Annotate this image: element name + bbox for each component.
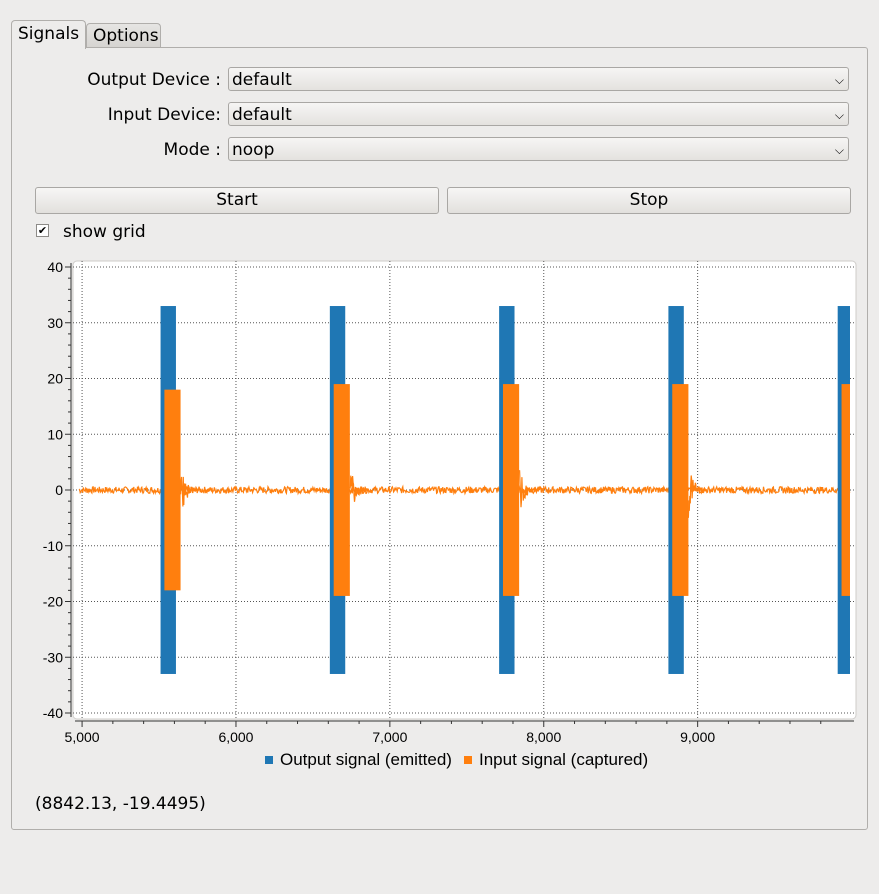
input-device-label: Input Device: [107,105,221,125]
input-device-select[interactable]: default ⌵ [228,102,849,126]
chevron-down-icon: ⌵ [834,73,844,87]
x-tick-label: 9,000 [680,729,715,745]
input-signal-baseline [78,484,851,496]
mode-select[interactable]: noop ⌵ [228,137,849,161]
output-device-label: Output Device : [87,70,221,90]
output-device-value: default [232,70,292,90]
input-signal-burst [841,384,850,596]
x-tick-label: 7,000 [372,729,407,745]
checkmark-icon: ✔ [37,224,48,237]
x-tick-label: 8,000 [526,729,561,745]
input-signal-ringing [349,475,369,502]
start-button[interactable]: Start [35,187,439,214]
show-grid-label: show grid [63,222,146,242]
legend-swatch [464,756,472,764]
y-tick-label: -30 [43,649,63,665]
input-signal-burst [333,384,350,596]
y-tick-label: 20 [47,371,63,387]
legend-swatch [265,756,273,764]
input-signal-ringing [180,476,200,507]
mode-row: Mode : noop ⌵ [12,137,867,163]
chevron-down-icon: ⌵ [834,108,844,122]
y-tick-label: -20 [43,594,63,610]
output-device-select[interactable]: default ⌵ [228,67,849,91]
input-device-value: default [232,105,292,125]
y-tick-label: -10 [43,538,63,554]
cursor-coordinates: (8842.13, -19.4495) [35,794,206,814]
stop-button[interactable]: Stop [447,187,851,214]
y-tick-label: 10 [47,426,63,442]
signals-panel: Output Device : default ⌵ Input Device: … [11,47,868,830]
y-tick-label: -40 [43,705,63,721]
tab-options[interactable]: Options [86,23,161,48]
input-signal-burst [672,384,689,596]
y-tick-label: 40 [47,259,63,275]
input-signal-burst [164,389,181,591]
x-tick-label: 5,000 [65,729,100,745]
chevron-down-icon: ⌵ [834,143,844,157]
input-signal-ringing [687,475,708,518]
signal-chart[interactable]: 40 30 20 10 0 -10 -20 -30 -405,000 6,000 7,000 8,00… [12,48,867,788]
y-tick-label: 0 [55,482,63,498]
input-signal-burst [502,384,520,596]
input-signal-ringing [518,470,539,508]
input-device-row: Input Device: default ⌵ [12,102,867,128]
show-grid-checkbox[interactable]: ✔ [36,224,49,237]
legend-label: Output signal (emitted) [280,750,452,769]
legend-label: Input signal (captured) [479,750,648,769]
mode-label: Mode : [163,140,221,160]
output-device-row: Output Device : default ⌵ [12,67,867,93]
x-tick-label: 6,000 [218,729,253,745]
tab-signals[interactable]: Signals [11,20,86,49]
mode-value: noop [232,140,275,160]
y-tick-label: 30 [47,315,63,331]
